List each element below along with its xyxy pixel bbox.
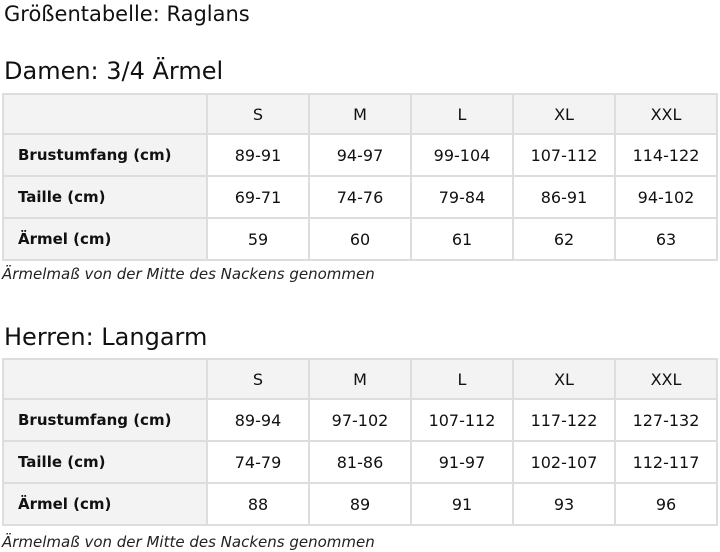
corner-cell bbox=[2, 358, 208, 400]
page-title: Größentabelle: Raglans bbox=[4, 2, 250, 26]
measurement-cell: 74-76 bbox=[308, 175, 412, 219]
size-header: XXL bbox=[614, 93, 718, 135]
size-header: XXL bbox=[614, 358, 718, 400]
measurement-cell: 89-94 bbox=[206, 398, 310, 442]
measurement-cell: 107-112 bbox=[512, 133, 616, 177]
measurement-cell: 114-122 bbox=[614, 133, 718, 177]
size-table-damen: S M L XL XXL Brustumfang (cm) 89-91 94-97 99-104… bbox=[2, 93, 718, 261]
section-heading-damen: Damen: 3/4 Ärmel bbox=[4, 57, 224, 85]
measurement-cell: 97-102 bbox=[308, 398, 412, 442]
measurement-cell: 86-91 bbox=[512, 175, 616, 219]
size-header: XL bbox=[512, 93, 616, 135]
table-note-herren: Ärmelmaß von der Mitte des Nackens genom… bbox=[2, 533, 375, 551]
table-note-damen: Ärmelmaß von der Mitte des Nackens genom… bbox=[2, 265, 375, 283]
size-header: M bbox=[308, 358, 412, 400]
measurement-cell: 117-122 bbox=[512, 398, 616, 442]
measurement-cell: 89 bbox=[308, 482, 412, 526]
size-header: S bbox=[206, 358, 310, 400]
table-row: Taille (cm) 74-79 81-86 91-97 102-107 112-117 bbox=[2, 440, 718, 484]
measurement-cell: 74-79 bbox=[206, 440, 310, 484]
measurement-cell: 94-97 bbox=[308, 133, 412, 177]
row-label: Brustumfang (cm) bbox=[2, 398, 208, 442]
measurement-cell: 91-97 bbox=[410, 440, 514, 484]
table-row: Ärmel (cm) 59 60 61 62 63 bbox=[2, 217, 718, 261]
measurement-cell: 91 bbox=[410, 482, 514, 526]
row-label: Brustumfang (cm) bbox=[2, 133, 208, 177]
row-label: Taille (cm) bbox=[2, 175, 208, 219]
measurement-cell: 88 bbox=[206, 482, 310, 526]
header-row: S M L XL XXL bbox=[2, 93, 718, 135]
section-heading-herren: Herren: Langarm bbox=[4, 323, 208, 351]
measurement-cell: 61 bbox=[410, 217, 514, 261]
row-label: Taille (cm) bbox=[2, 440, 208, 484]
row-label: Ärmel (cm) bbox=[2, 217, 208, 261]
table-row: Brustumfang (cm) 89-91 94-97 99-104 107-112 1… bbox=[2, 133, 718, 177]
measurement-cell: 102-107 bbox=[512, 440, 616, 484]
size-header: M bbox=[308, 93, 412, 135]
corner-cell bbox=[2, 93, 208, 135]
measurement-cell: 107-112 bbox=[410, 398, 514, 442]
measurement-cell: 112-117 bbox=[614, 440, 718, 484]
measurement-cell: 99-104 bbox=[410, 133, 514, 177]
size-table-herren: S M L XL XXL Brustumfang (cm) 89-94 97-102 107-1… bbox=[2, 358, 718, 526]
measurement-cell: 63 bbox=[614, 217, 718, 261]
size-header: L bbox=[410, 358, 514, 400]
measurement-cell: 79-84 bbox=[410, 175, 514, 219]
row-label: Ärmel (cm) bbox=[2, 482, 208, 526]
measurement-cell: 81-86 bbox=[308, 440, 412, 484]
measurement-cell: 94-102 bbox=[614, 175, 718, 219]
measurement-cell: 89-91 bbox=[206, 133, 310, 177]
measurement-cell: 93 bbox=[512, 482, 616, 526]
table-row: Taille (cm) 69-71 74-76 79-84 86-91 94-102 bbox=[2, 175, 718, 219]
measurement-cell: 60 bbox=[308, 217, 412, 261]
measurement-cell: 127-132 bbox=[614, 398, 718, 442]
measurement-cell: 96 bbox=[614, 482, 718, 526]
size-header: L bbox=[410, 93, 514, 135]
measurement-cell: 59 bbox=[206, 217, 310, 261]
measurement-cell: 62 bbox=[512, 217, 616, 261]
table-row: Brustumfang (cm) 89-94 97-102 107-112 117-12… bbox=[2, 398, 718, 442]
size-header: XL bbox=[512, 358, 616, 400]
size-header: S bbox=[206, 93, 310, 135]
header-row: S M L XL XXL bbox=[2, 358, 718, 400]
table-row: Ärmel (cm) 88 89 91 93 96 bbox=[2, 482, 718, 526]
measurement-cell: 69-71 bbox=[206, 175, 310, 219]
